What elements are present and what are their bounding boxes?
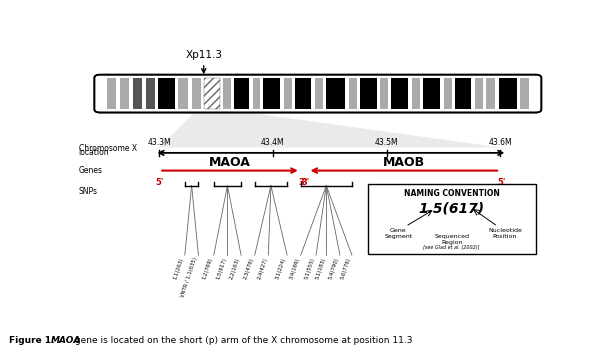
Polygon shape <box>159 109 500 147</box>
Text: VNTR / 1.1(635): VNTR / 1.1(635) <box>181 256 199 298</box>
Bar <box>158 78 175 109</box>
Bar <box>412 78 420 109</box>
Bar <box>203 78 221 109</box>
Text: MAOA: MAOA <box>51 336 81 345</box>
Text: Genes: Genes <box>79 166 103 175</box>
Bar <box>263 78 280 109</box>
Bar <box>360 78 377 109</box>
Text: SNPs: SNPs <box>79 187 98 195</box>
Bar <box>499 78 516 109</box>
Text: 1.2(769): 1.2(769) <box>202 256 214 280</box>
Bar <box>234 78 249 109</box>
Bar <box>120 78 130 109</box>
Bar <box>444 78 452 109</box>
Bar <box>455 78 471 109</box>
Bar <box>475 78 483 109</box>
Text: 43.4M: 43.4M <box>261 138 285 147</box>
Text: [see Glad et al. (2002)]: [see Glad et al. (2002)] <box>423 245 480 251</box>
Text: 2.4(427): 2.4(427) <box>257 256 268 280</box>
Text: NAMING CONVENTION: NAMING CONVENTION <box>404 189 500 198</box>
Text: 2.3(476): 2.3(476) <box>243 256 255 280</box>
Bar <box>380 78 388 109</box>
Text: 3': 3' <box>299 178 307 187</box>
FancyBboxPatch shape <box>94 75 541 113</box>
Text: 3.4(166): 3.4(166) <box>289 256 301 280</box>
Text: Gene
Segment: Gene Segment <box>384 228 412 239</box>
Text: 5': 5' <box>155 178 163 187</box>
Bar <box>295 78 312 109</box>
Text: Nucleotide
Position: Nucleotide Position <box>488 228 522 239</box>
Text: MAOA: MAOA <box>209 156 251 169</box>
Text: Sequenced
Region: Sequenced Region <box>434 234 469 245</box>
Text: 43.3M: 43.3M <box>147 138 171 147</box>
Text: 1.5(617): 1.5(617) <box>216 256 227 280</box>
Text: Chromosome X: Chromosome X <box>79 144 137 153</box>
Text: Figure 1:: Figure 1: <box>9 336 58 345</box>
Bar <box>391 78 409 109</box>
Text: 5.1(183): 5.1(183) <box>315 256 326 280</box>
Text: 1.1(263): 1.1(263) <box>173 256 185 280</box>
Bar <box>146 78 155 109</box>
Bar <box>178 78 188 109</box>
Text: 5.1(555): 5.1(555) <box>304 256 316 280</box>
Text: 43.5M: 43.5M <box>375 138 398 147</box>
Text: 5.6(776): 5.6(776) <box>340 256 352 280</box>
Bar <box>315 78 323 109</box>
FancyBboxPatch shape <box>368 184 536 254</box>
Bar <box>349 78 357 109</box>
Text: 3': 3' <box>301 178 309 187</box>
Text: 5.4(790): 5.4(790) <box>328 256 340 280</box>
Text: 3.1(224): 3.1(224) <box>276 256 287 280</box>
Bar <box>133 78 142 109</box>
Text: 43.6M: 43.6M <box>488 138 512 147</box>
Text: location: location <box>79 148 109 157</box>
Text: 1.5(617): 1.5(617) <box>419 202 485 216</box>
Text: MAOB: MAOB <box>383 156 425 169</box>
Bar <box>284 78 291 109</box>
Bar <box>486 78 495 109</box>
Text: Xp11.3: Xp11.3 <box>185 50 222 73</box>
Bar <box>326 78 345 109</box>
Text: gene is located on the short (p) arm of the X chromosome at position 11.3: gene is located on the short (p) arm of … <box>72 336 412 345</box>
Bar <box>252 78 260 109</box>
Bar <box>224 78 231 109</box>
Bar <box>191 78 201 109</box>
Text: 5': 5' <box>497 178 506 187</box>
Bar <box>106 78 116 109</box>
Bar <box>519 78 529 109</box>
Text: 2.2(163): 2.2(163) <box>229 256 241 280</box>
Bar <box>423 78 441 109</box>
